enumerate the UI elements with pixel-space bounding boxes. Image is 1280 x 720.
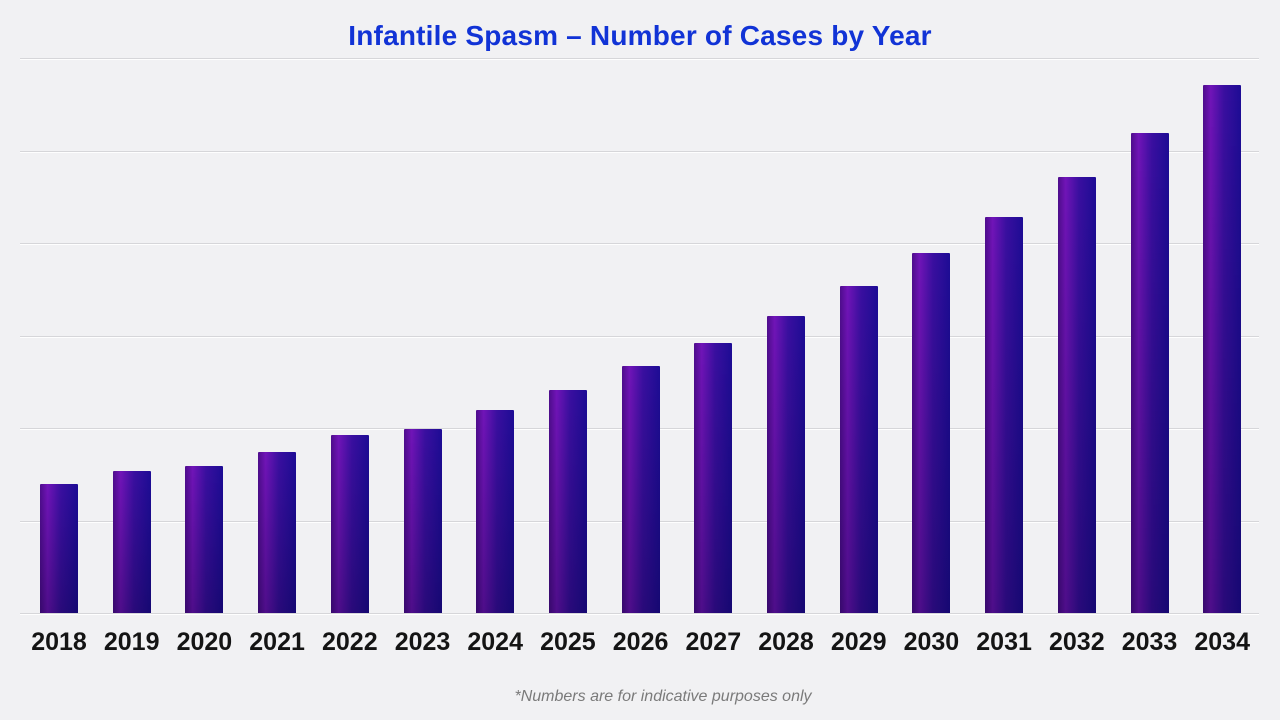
bar-2031	[985, 217, 1024, 613]
x-axis-label-2021: 2021	[249, 628, 305, 656]
bar-2026	[621, 366, 660, 613]
x-axis-label-2025: 2025	[540, 628, 596, 656]
gridline	[20, 150, 1259, 152]
gridline	[20, 58, 1259, 59]
bar-2021	[258, 452, 297, 613]
x-axis-label-2026: 2026	[612, 628, 669, 656]
x-axis-label-2030: 2030	[903, 628, 960, 656]
bar-2018	[40, 484, 78, 613]
x-axis-label-2029: 2029	[830, 628, 887, 656]
bar-2027	[694, 342, 733, 613]
x-axis-label-2019: 2019	[103, 628, 160, 656]
x-axis-label-2033: 2033	[1121, 628, 1178, 656]
bar-2022	[330, 435, 369, 613]
bar-2030	[912, 253, 951, 613]
bar-2029	[839, 286, 878, 613]
bar-2019	[112, 471, 151, 613]
bar-2023	[403, 428, 442, 613]
plot-area	[20, 58, 1259, 614]
bar-2020	[185, 465, 224, 613]
bar-2034	[1203, 84, 1242, 613]
x-axis-label-2020: 2020	[176, 628, 233, 656]
x-axis-label-2027: 2027	[685, 628, 742, 656]
x-axis-label-2024: 2024	[467, 628, 523, 656]
bar-2024	[476, 410, 515, 613]
x-axis-label-2034: 2034	[1194, 628, 1250, 656]
footnote: *Numbers are for indicative purposes onl…	[514, 688, 812, 705]
x-axis-label-2032: 2032	[1048, 628, 1105, 656]
chart-title: Infantile Spasm – Number of Cases by Yea…	[348, 20, 932, 51]
x-axis-label-2031: 2031	[976, 628, 1032, 656]
x-axis-label-2023: 2023	[394, 628, 451, 656]
x-axis-label-2022: 2022	[321, 628, 378, 656]
x-axis-label-2028: 2028	[758, 628, 814, 656]
bar-2032	[1057, 177, 1096, 613]
bar-2025	[548, 390, 587, 613]
gridline	[20, 613, 1259, 614]
x-axis-label-2018: 2018	[31, 628, 87, 656]
bar-2033	[1130, 132, 1169, 613]
gridline	[20, 243, 1259, 244]
gridline	[20, 335, 1259, 337]
bar-2028	[767, 316, 805, 613]
